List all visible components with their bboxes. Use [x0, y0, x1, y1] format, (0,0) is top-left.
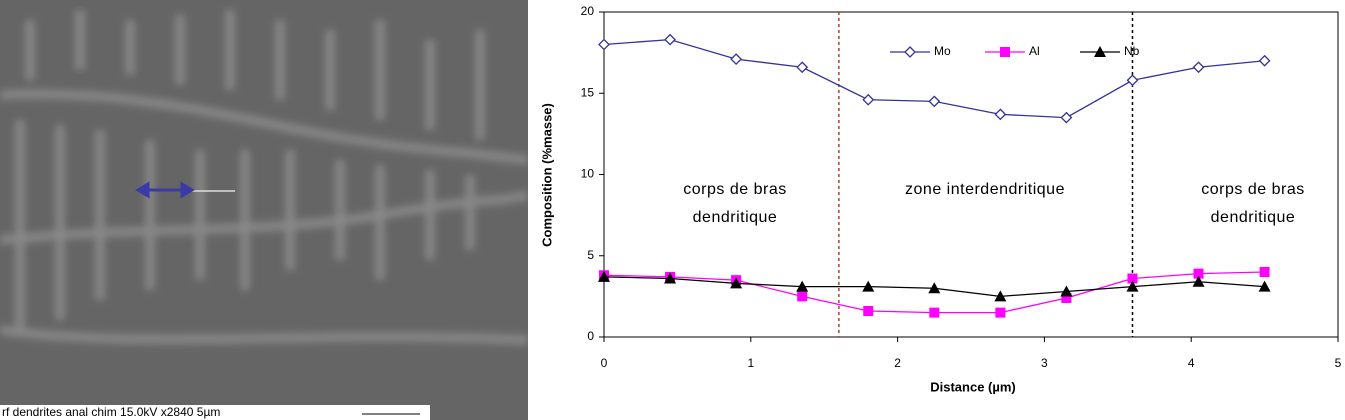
region-label: zone interdendritique: [905, 181, 1065, 198]
marker: [730, 53, 743, 66]
region-label: dendritique: [693, 209, 778, 226]
marker: [862, 93, 875, 106]
profile-arrow: [135, 181, 195, 199]
legend-marker: [1094, 46, 1106, 57]
y-tick-label: 15: [581, 85, 595, 99]
marker: [664, 272, 677, 284]
legend: Mo Al Nb: [890, 44, 1140, 58]
marker: [1060, 285, 1073, 297]
marker: [1127, 273, 1138, 284]
marker: [862, 280, 875, 292]
dendrite-pattern: [0, 10, 528, 345]
marker: [1126, 280, 1139, 292]
marker: [598, 38, 610, 51]
marker: [1258, 54, 1271, 67]
chart: Distance (µm) Composition (%masse) 05101…: [539, 4, 1342, 394]
marker: [929, 307, 940, 318]
marker: [664, 33, 676, 46]
marker: [1192, 61, 1205, 74]
y-tick-label: 20: [581, 4, 595, 18]
marker: [598, 270, 610, 282]
x-tick-label: 5: [1335, 356, 1342, 370]
marker: [863, 306, 874, 316]
marker: [994, 108, 1007, 121]
y-tick-label: 10: [581, 167, 595, 181]
marker: [1061, 293, 1072, 303]
marker: [1259, 267, 1270, 277]
marker: [796, 61, 809, 74]
caption-bar: [0, 405, 430, 420]
x-tick-label: 3: [1041, 356, 1048, 370]
marker: [1192, 275, 1205, 287]
y-tick-label: 0: [587, 329, 594, 343]
plot-area: [603, 11, 1339, 338]
marker: [995, 307, 1006, 318]
image-caption: rf dendrites anal chim 15.0kV x2840 5µm: [2, 405, 220, 419]
x-tick-label: 0: [601, 356, 608, 370]
legend-marker: [904, 46, 916, 58]
marker: [1258, 280, 1271, 292]
y-tick-label: 5: [587, 248, 594, 262]
marker: [730, 277, 743, 289]
marker: [928, 95, 941, 108]
sem-shade: [0, 0, 528, 420]
marker: [1060, 111, 1073, 124]
legend-label: Mo: [934, 44, 951, 58]
sem-image: rf dendrites anal chim 15.0kV x2840 5µm: [0, 0, 528, 420]
marker: [796, 280, 809, 292]
x-tick-label: 2: [894, 356, 901, 370]
marker: [1193, 268, 1204, 279]
marker: [797, 291, 808, 302]
y-axis-title: Composition (%masse): [539, 103, 554, 247]
x-tick-label: 1: [747, 356, 754, 370]
marker: [1126, 74, 1139, 87]
marker: [994, 290, 1007, 302]
region-label: corps de bras: [683, 181, 786, 198]
region-label: corps de bras: [1201, 181, 1304, 198]
x-axis-title: Distance (µm): [930, 379, 1016, 394]
x-tick-label: 4: [1188, 356, 1195, 370]
marker: [928, 282, 941, 294]
legend-label: Al: [1029, 44, 1040, 58]
region-label: dendritique: [1211, 209, 1296, 226]
legend-label: Nb: [1124, 44, 1140, 58]
legend-marker: [1000, 47, 1010, 57]
